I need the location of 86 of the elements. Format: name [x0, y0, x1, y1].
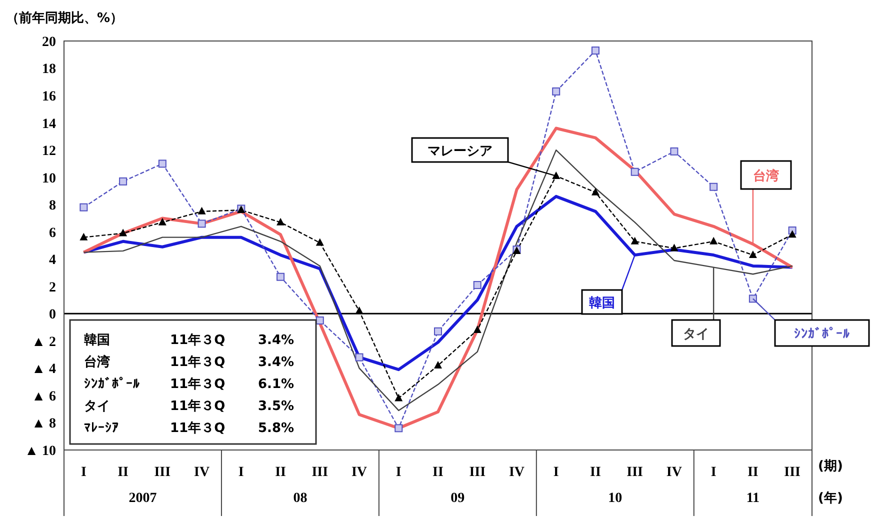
point	[473, 281, 482, 290]
text: 台湾 11年３Q 3.4%	[84, 355, 294, 370]
point	[710, 236, 718, 244]
text: タイ 11年３Q 3.5%	[84, 399, 294, 414]
x-tick-label: III	[784, 464, 800, 480]
x-tick-label: III	[312, 464, 328, 480]
point	[473, 326, 482, 334]
point	[119, 228, 128, 236]
text: マレーシア	[428, 144, 492, 159]
text: 08	[293, 491, 308, 506]
point	[316, 316, 324, 324]
point	[591, 188, 600, 196]
y-tick-label: 18	[42, 62, 56, 78]
y-tick-label: 2	[49, 280, 56, 296]
y-tick-label: 16	[42, 90, 56, 105]
x-tick-label: I	[710, 464, 716, 480]
point	[630, 236, 639, 244]
y-tick-label: 14	[42, 116, 56, 132]
point	[276, 218, 285, 226]
x-tick-label: II	[432, 464, 444, 480]
point	[552, 87, 560, 96]
text: 韓国	[589, 296, 615, 311]
y-tick-label: 8	[49, 198, 56, 214]
y-tick-label: 10	[42, 171, 56, 186]
point	[355, 353, 364, 362]
x-tick-label: III	[154, 464, 171, 480]
x-tick-label: II	[590, 464, 601, 480]
point	[394, 424, 403, 432]
text: 台湾	[753, 168, 779, 184]
y-tick-label: ▲ 2	[32, 334, 56, 350]
point	[434, 360, 442, 368]
point	[788, 230, 796, 238]
point	[394, 394, 403, 402]
text: ﾏﾚｰｼｱ 11年３Q 5.8%	[84, 421, 294, 436]
text: タイ	[683, 327, 709, 342]
text: 11	[746, 491, 760, 506]
y-tick-label: ▲ 10	[24, 444, 56, 459]
text: ｼﾝｶﾞﾎﾟｰﾙ 11年３Q 6.1%	[84, 377, 294, 392]
point	[670, 244, 678, 252]
point	[158, 160, 166, 168]
point	[276, 272, 285, 281]
point	[158, 218, 166, 226]
point	[198, 206, 206, 214]
point	[748, 250, 757, 258]
point	[434, 327, 442, 336]
x-tick-label: II	[275, 464, 286, 480]
x-tick-label: I	[80, 464, 86, 480]
x-tick-label: II	[747, 464, 758, 480]
point	[630, 168, 639, 176]
y-tick-label: 12	[42, 144, 56, 160]
x-tick-label: IV	[666, 464, 682, 480]
y-tick-label: ▲ 6	[32, 389, 56, 404]
y-tick-label: 20	[42, 34, 56, 50]
y-tick-label: 4	[49, 253, 56, 268]
x-axis-title: (期)	[818, 459, 843, 474]
point	[80, 232, 88, 240]
text: 韓国 11年３Q 3.4%	[84, 333, 294, 348]
point	[316, 238, 324, 246]
point	[591, 46, 600, 55]
text: 2007	[128, 491, 157, 506]
point	[198, 220, 206, 228]
point	[119, 177, 128, 186]
text: ｼﾝｶﾞﾎﾟｰﾙ	[794, 326, 850, 342]
y-tick-label: 6	[49, 226, 56, 241]
text: 10	[608, 491, 622, 506]
x-tick-label: IV	[351, 464, 368, 480]
point	[355, 306, 364, 314]
x-tick-label: III	[626, 464, 644, 480]
y-tick-label: ▲ 4	[32, 362, 56, 378]
x-tick-label: IV	[194, 464, 210, 480]
y-axis-title: （前年同期比、%）	[6, 11, 124, 26]
x-tick-label: II	[118, 464, 129, 480]
text: (年)	[818, 491, 843, 506]
x-tick-label: IV	[508, 464, 525, 480]
x-tick-label: III	[469, 464, 486, 480]
x-tick-label: I	[238, 464, 244, 480]
text: 09	[450, 491, 465, 506]
point	[80, 203, 88, 212]
point	[710, 182, 718, 191]
x-tick-label: I	[396, 464, 402, 480]
point	[552, 171, 560, 179]
y-tick-label: 0	[49, 308, 56, 323]
line-series	[82, 194, 794, 372]
point	[670, 147, 678, 156]
y-tick-label: ▲ 8	[32, 416, 56, 432]
x-tick-label: I	[553, 464, 559, 480]
